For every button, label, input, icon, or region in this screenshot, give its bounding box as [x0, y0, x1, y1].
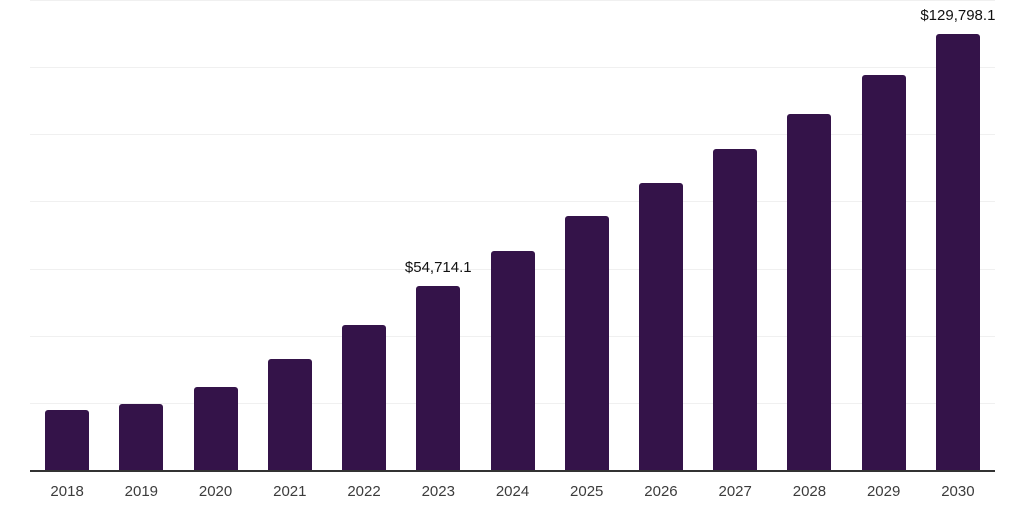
- gridline: [30, 201, 995, 203]
- x-tick-label-2018: 2018: [50, 483, 84, 500]
- x-tick-label-2021: 2021: [273, 483, 307, 500]
- x-tick-label-2023: 2023: [421, 483, 455, 500]
- bar-2020: [193, 387, 238, 470]
- x-tick-label-2019: 2019: [124, 483, 159, 500]
- gridline: [30, 67, 995, 69]
- bar-value-label-2030: $129,798.1: [920, 7, 996, 24]
- bar-2026: [638, 183, 683, 470]
- bar-2030: [935, 34, 980, 470]
- bar-2027: [713, 149, 758, 470]
- x-tick-label-2028: 2028: [792, 483, 827, 500]
- bar-2021: [267, 359, 312, 470]
- x-tick-label-2024: 2024: [495, 483, 530, 500]
- bar-2029: [861, 75, 906, 470]
- bar-2018: [45, 410, 90, 470]
- gridline: [30, 0, 995, 1]
- bar-2028: [787, 114, 832, 470]
- x-tick-label-2025: 2025: [570, 483, 604, 500]
- x-tick-label-2027: 2027: [718, 483, 752, 500]
- x-tick-label-2020: 2020: [198, 483, 233, 500]
- x-tick-label-2029: 2029: [866, 483, 901, 500]
- bar-2022: [342, 325, 387, 470]
- x-tick-label-2030: 2030: [941, 483, 975, 500]
- gridline: [30, 134, 995, 136]
- bar-2025: [564, 216, 609, 470]
- plot-area: 2018 2019 2020 2021 2022 2023 2024 2025 2026 2027…: [30, 0, 996, 500]
- bar-value-label-2023: $54,714.1: [404, 259, 472, 276]
- bar-2019: [119, 404, 164, 470]
- x-tick-label-2026: 2026: [644, 483, 678, 500]
- x-tick-label-2022: 2022: [347, 483, 381, 500]
- bar-2023: [416, 286, 461, 470]
- x-axis-line: [30, 470, 995, 472]
- bar-2024: [490, 251, 535, 470]
